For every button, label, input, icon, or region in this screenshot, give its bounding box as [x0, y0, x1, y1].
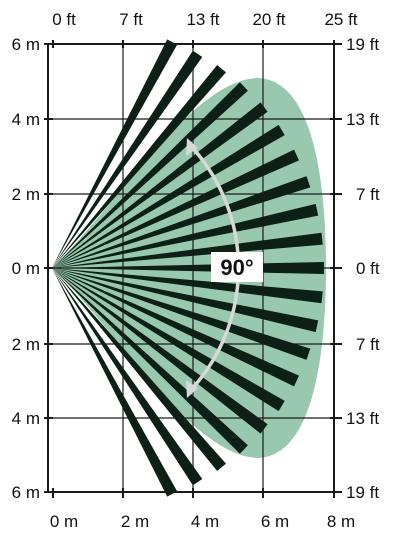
detection-beam [52, 39, 178, 269]
detection-beam [52, 50, 203, 268]
detection-beam [52, 268, 226, 471]
left-axis-label: 6 m [12, 483, 40, 502]
detection-beam [52, 268, 285, 412]
left-axis-label: 4 m [12, 409, 40, 428]
detection-beam [52, 124, 285, 269]
top-axis-label: 0 ft [52, 10, 76, 29]
detection-beam [52, 268, 323, 304]
left-axis-labels: 6 m 4 m 2 m 0 m 2 m 4 m 6 m [12, 35, 40, 502]
detection-beam [52, 268, 319, 333]
bottom-axis-label: 2 m [121, 512, 149, 531]
detection-beam [52, 268, 268, 434]
bottom-axis-label: 0 m [50, 512, 78, 531]
detection-beam [52, 82, 248, 268]
detection-beam [52, 268, 203, 486]
angle-label: 90° [220, 255, 253, 280]
detection-beam [52, 176, 311, 268]
top-axis-label: 20 ft [252, 10, 285, 29]
left-axis-label: 4 m [12, 110, 40, 129]
right-axis-label: 13 ft [346, 409, 379, 428]
grid [47, 43, 335, 493]
bottom-axis-label: 6 m [261, 512, 289, 531]
top-axis-label: 7 ft [119, 10, 143, 29]
detection-beams [52, 39, 324, 497]
detection-beam [52, 268, 311, 360]
right-axis-label: 13 ft [346, 110, 379, 129]
axis-ticks [44, 40, 342, 498]
top-axis-labels: 0 ft 7 ft 13 ft 20 ft 25 ft [52, 10, 358, 29]
detection-beam [52, 268, 299, 387]
angle-indicator: 90° [186, 138, 263, 398]
angle-label-background [211, 252, 263, 282]
left-axis-label: 2 m [12, 335, 40, 354]
right-axis-label: 7 ft [356, 185, 380, 204]
right-axis-label: 19 ft [346, 35, 379, 54]
detection-beam [52, 149, 299, 268]
detection-beam [52, 102, 268, 269]
top-axis-label: 25 ft [324, 10, 357, 29]
arc-arrow-bottom-icon [186, 380, 198, 398]
detection-beam [52, 65, 226, 268]
left-axis-label: 2 m [12, 185, 40, 204]
bottom-axis-label: 4 m [191, 512, 219, 531]
detection-beam [52, 268, 248, 454]
right-axis-label: 7 ft [356, 335, 380, 354]
right-axis-labels: 19 ft 13 ft 7 ft 0 ft 7 ft 13 ft 19 ft [346, 35, 380, 502]
arc-arrow-top-icon [186, 138, 198, 156]
left-axis-label: 0 m [12, 259, 40, 278]
right-axis-label: 19 ft [346, 483, 379, 502]
right-axis-label: 0 ft [356, 259, 380, 278]
detection-beam [52, 232, 323, 268]
bottom-axis-labels: 0 m 2 m 4 m 6 m 8 m [50, 512, 355, 531]
bottom-axis-label: 8 m [327, 512, 355, 531]
left-axis-label: 6 m [12, 35, 40, 54]
detection-beam [52, 268, 178, 497]
detection-beam [52, 203, 319, 268]
top-axis-label: 13 ft [186, 10, 219, 29]
